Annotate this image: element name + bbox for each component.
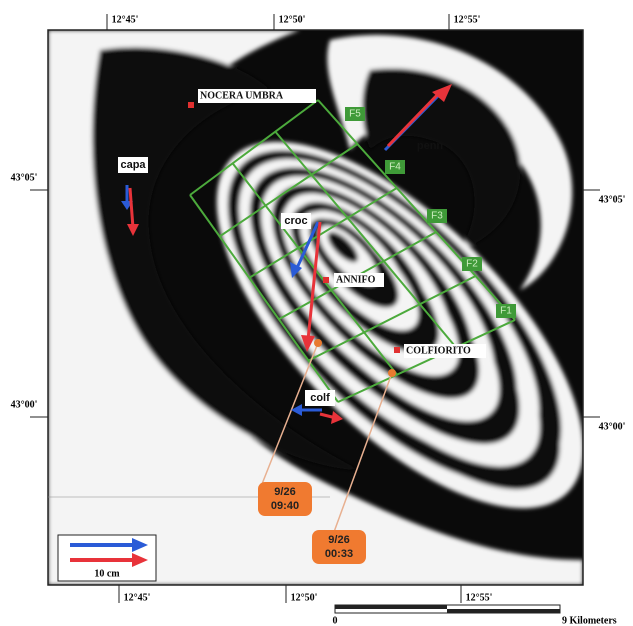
fringe — [327, 232, 358, 263]
map-frame — [47, 29, 584, 586]
station-label: capa — [120, 159, 146, 171]
bottom-tick-label: 12°45' — [124, 592, 151, 603]
top-tick-label: 12°45' — [112, 14, 139, 25]
event-date: 9/26 — [328, 534, 349, 546]
dark-lobe — [92, 47, 360, 470]
event-links — [261, 342, 393, 533]
label-box — [404, 344, 486, 358]
scale-bar: 0 9 Kilometers — [333, 604, 617, 626]
fault-label: F1 — [500, 306, 512, 317]
fault-line — [337, 319, 516, 403]
interferogram — [48, 30, 583, 585]
left-tick-label: 43°00' — [11, 399, 38, 410]
fault-label: F3 — [431, 211, 443, 222]
fault-line — [189, 99, 319, 196]
event-time: 09:40 — [271, 500, 299, 512]
label-box — [281, 213, 311, 229]
white-lobe — [48, 30, 583, 585]
fault-line — [307, 275, 477, 362]
fault-line — [219, 143, 358, 238]
fault-line — [189, 194, 339, 403]
station-label: penn — [417, 140, 444, 152]
label-box — [305, 390, 335, 406]
place-label: COLFIORITO — [406, 345, 471, 356]
event-time: 00:33 — [325, 548, 353, 560]
bottom-tick-label: 12°55' — [466, 592, 493, 603]
left-tick-label: 43°05' — [11, 172, 38, 183]
top-tick-label: 12°55' — [454, 14, 481, 25]
scale-start: 0 — [333, 615, 338, 626]
legend-label: 10 cm — [94, 568, 120, 579]
fault-label: F4 — [389, 162, 401, 173]
place-markers — [188, 102, 400, 353]
legend: 10 cm — [57, 534, 157, 582]
right-tick-label: 43°00' — [599, 421, 626, 432]
station-arrows — [121, 84, 452, 424]
place-label: NOCERA UMBRA — [200, 90, 284, 101]
label-box — [496, 304, 516, 318]
fault-line — [317, 99, 516, 321]
event-date: 9/26 — [274, 486, 295, 498]
right-tick-label: 43°05' — [599, 194, 626, 205]
fault-line — [274, 131, 457, 348]
label-box — [345, 107, 365, 121]
top-tick-label: 12°50' — [279, 14, 306, 25]
fault-label: F2 — [466, 259, 478, 270]
label-box — [427, 209, 447, 223]
label-box — [462, 257, 482, 271]
scale-end: 9 Kilometers — [562, 615, 617, 626]
station-label: colf — [310, 392, 330, 404]
fault-line — [248, 187, 398, 279]
label-box — [118, 157, 148, 173]
fault-label: F5 — [349, 109, 361, 120]
event-box — [258, 482, 312, 516]
dark-lobe — [362, 68, 521, 250]
station-label: croc — [284, 215, 307, 227]
place-label: ANNIFO — [336, 274, 376, 285]
label-box — [334, 273, 384, 287]
label-box — [385, 160, 405, 174]
bottom-tick-label: 12°50' — [291, 592, 318, 603]
label-box — [198, 89, 316, 103]
event-box — [312, 530, 366, 564]
